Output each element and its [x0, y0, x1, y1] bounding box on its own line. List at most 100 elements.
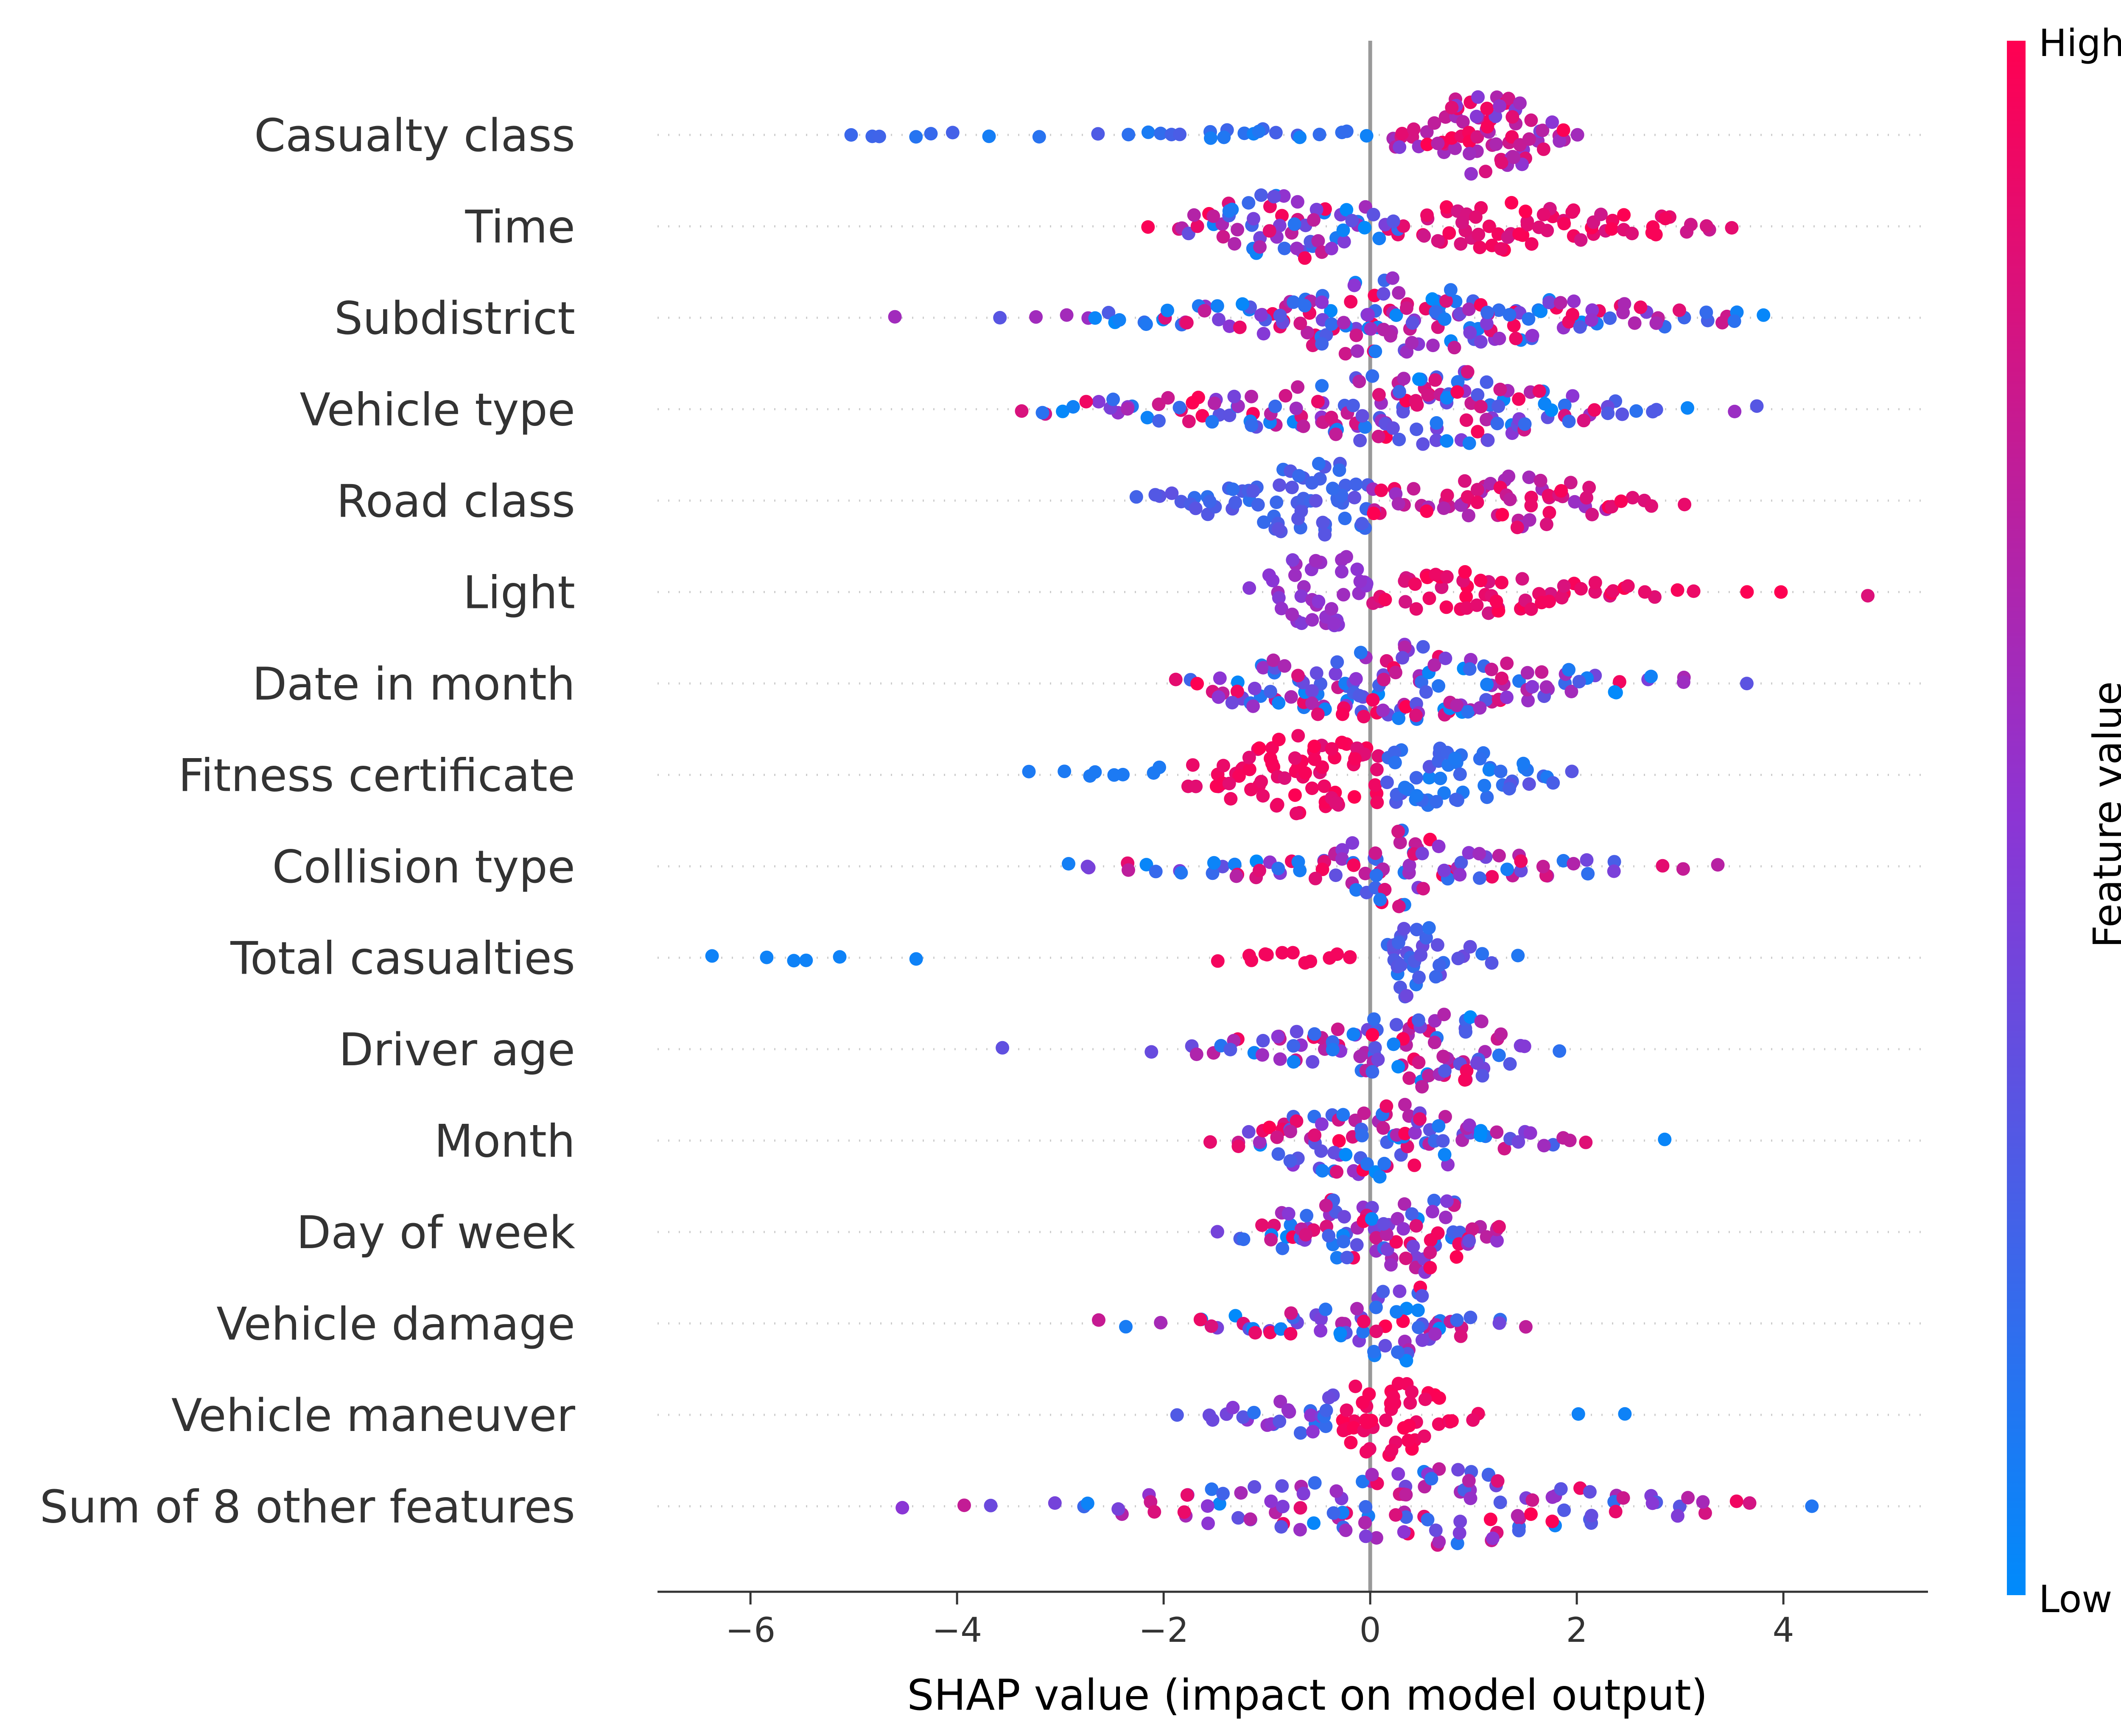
shap-point [1377, 672, 1391, 686]
shap-point [1291, 669, 1305, 683]
shap-point [1388, 745, 1402, 759]
shap-point [1169, 672, 1183, 686]
shap-point [1391, 1345, 1405, 1359]
shap-point [1287, 1039, 1301, 1053]
shap-point [1336, 1423, 1350, 1437]
feature-points [705, 921, 1525, 1004]
shap-point [1490, 1234, 1504, 1248]
shap-point [1350, 1238, 1364, 1252]
shap-point [1423, 1246, 1437, 1260]
shap-point [1122, 128, 1136, 142]
shap-point [1427, 1193, 1441, 1207]
shap-point [1273, 1052, 1287, 1066]
feature-points [1015, 365, 1764, 451]
shap-point [1223, 319, 1237, 333]
shap-point [1607, 855, 1621, 869]
shap-point [1317, 779, 1331, 793]
shap-point [1419, 685, 1433, 699]
shap-point [1430, 416, 1444, 430]
shap-point [1573, 320, 1587, 334]
shap-point [1585, 303, 1599, 317]
shap-point [1525, 1493, 1539, 1507]
shap-point [1480, 101, 1494, 115]
shap-point [1361, 308, 1375, 322]
shap-point [1284, 1218, 1298, 1232]
shap-point [1805, 1499, 1819, 1513]
shap-point [1274, 1520, 1288, 1534]
shap-point [1360, 129, 1374, 143]
shap-point [1274, 602, 1288, 616]
shap-point [1459, 590, 1473, 604]
shap-point [1517, 756, 1531, 770]
shap-point [1357, 1314, 1371, 1328]
shap-point [1305, 613, 1319, 627]
shap-point [1554, 1482, 1568, 1496]
shap-point [1281, 1403, 1295, 1417]
shap-point [1307, 739, 1321, 753]
shap-point [1048, 1496, 1062, 1510]
shap-point [1287, 295, 1301, 309]
shap-point [1474, 574, 1488, 588]
shap-point [1223, 1043, 1237, 1056]
shap-point [1378, 1339, 1392, 1353]
shap-point [1248, 1326, 1262, 1340]
shap-point [1293, 1426, 1307, 1440]
shap-point [1372, 388, 1386, 402]
feature-label: Day of week [297, 1207, 576, 1259]
shap-point [1470, 1056, 1484, 1070]
shap-point [1629, 404, 1643, 418]
shap-point [1500, 690, 1514, 704]
shap-point [1492, 1220, 1506, 1234]
shap-point [1312, 128, 1326, 141]
shap-point [1385, 271, 1399, 285]
shap-point [1216, 230, 1230, 244]
shap-point [1337, 235, 1351, 249]
shap-point [1147, 1505, 1161, 1519]
shap-point [1426, 339, 1440, 353]
shap-point [1396, 1222, 1410, 1236]
shap-point [1319, 1403, 1333, 1417]
shap-point [1293, 316, 1307, 330]
shap-point [1271, 1147, 1285, 1161]
shap-point [1711, 858, 1725, 872]
shap-point [1405, 336, 1419, 350]
feature-points [1210, 1193, 1506, 1279]
shap-point [1309, 554, 1323, 568]
shap-point [1470, 496, 1484, 510]
shap-point [1698, 1506, 1712, 1520]
shap-point [1471, 90, 1485, 104]
x-tick-label: −4 [932, 1610, 982, 1650]
shap-point [1428, 373, 1442, 387]
x-axis-label: SHAP value (impact on model output) [907, 1670, 1707, 1720]
shap-point [1358, 420, 1372, 434]
shap-point [1449, 792, 1463, 806]
shap-point [1511, 949, 1525, 963]
shap-point [1271, 862, 1285, 876]
shap-point [1681, 401, 1694, 415]
shap-point [1284, 1125, 1297, 1139]
feature-points [1092, 1280, 1533, 1368]
shap-point [1213, 671, 1227, 685]
shap-point [1432, 1462, 1446, 1476]
shap-point [1399, 1354, 1413, 1368]
shap-point [1497, 1142, 1511, 1156]
shap-point [1350, 344, 1364, 358]
shap-point [1397, 1421, 1411, 1435]
shap-point [872, 129, 886, 143]
shap-point [1465, 1222, 1479, 1236]
shap-point [1628, 316, 1642, 330]
shap-point [1743, 1496, 1757, 1510]
shap-point [1161, 391, 1175, 405]
shap-point [1022, 764, 1036, 778]
row-guides [658, 134, 1928, 1507]
shap-point [1307, 213, 1321, 227]
shap-point [1461, 365, 1475, 379]
shap-point [1307, 1027, 1321, 1041]
shap-point [1505, 110, 1519, 124]
shap-point [1583, 1485, 1597, 1499]
shap-point [1500, 656, 1514, 670]
shap-point [1369, 1324, 1383, 1338]
shap-point [1111, 1502, 1125, 1516]
shap-point [1358, 221, 1371, 235]
shap-point [1291, 855, 1305, 869]
